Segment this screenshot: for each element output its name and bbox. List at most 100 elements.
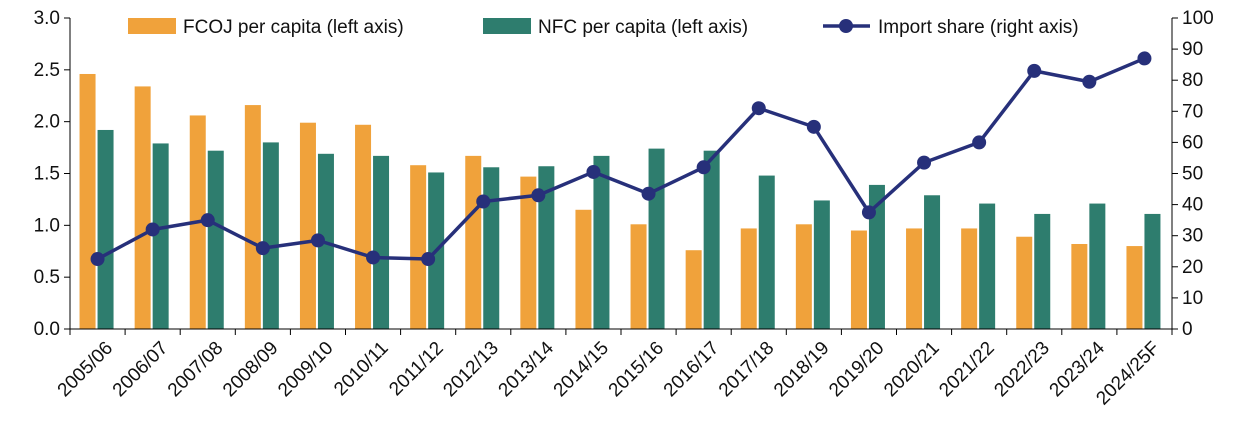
import-share-point	[972, 135, 987, 150]
x-tick-label: 2011/12	[385, 338, 447, 400]
right-tick-label: 70	[1182, 101, 1203, 122]
x-tick-label: 2015/16	[605, 338, 668, 401]
bar-fcoj	[740, 228, 757, 329]
right-tick-label: 10	[1182, 288, 1203, 309]
legend: FCOJ per capita (left axis) NFC per capit…	[128, 17, 1079, 38]
x-tick-label: 2013/14	[495, 337, 559, 401]
right-tick-label: 0	[1182, 319, 1193, 340]
bar-fcoj	[410, 165, 427, 329]
import-share-point	[90, 252, 105, 267]
bar-nfc	[373, 155, 390, 329]
import-share-point	[696, 160, 711, 175]
line-layer	[90, 51, 1152, 267]
right-tick-label: 100	[1182, 8, 1214, 29]
legend-label-import: Import share (right axis)	[878, 17, 1079, 38]
legend-marker-import	[839, 19, 853, 33]
bar-fcoj	[520, 176, 537, 329]
import-share-point	[1082, 74, 1097, 89]
legend-swatch-nfc	[483, 18, 531, 34]
bar-nfc	[813, 200, 830, 329]
bar-fcoj	[850, 230, 867, 329]
right-tick-label: 80	[1182, 70, 1203, 91]
import-share-point	[476, 194, 491, 209]
x-tick-label: 2020/21	[880, 338, 943, 401]
import-share-point	[366, 250, 381, 265]
right-tick-label: 30	[1182, 226, 1203, 247]
bar-fcoj	[299, 122, 316, 329]
right-tick-label: 60	[1182, 132, 1203, 153]
bar-nfc	[152, 143, 169, 329]
import-share-point	[641, 186, 656, 201]
right-tick-label: 50	[1182, 164, 1203, 185]
import-share-point	[310, 233, 325, 248]
bar-fcoj	[575, 209, 592, 329]
bar-fcoj	[1071, 243, 1088, 329]
bar-fcoj	[79, 73, 96, 329]
bar-nfc	[483, 167, 500, 329]
import-share-point	[255, 241, 270, 256]
import-share-point	[1137, 51, 1152, 66]
bars-layer	[79, 73, 1161, 330]
bar-fcoj	[1016, 236, 1033, 329]
left-tick-label: 1.0	[34, 215, 60, 236]
import-share-point	[421, 252, 436, 267]
bar-fcoj	[1126, 246, 1143, 329]
bar-fcoj	[961, 228, 978, 329]
import-share-point	[806, 119, 821, 134]
bar-nfc	[758, 175, 775, 329]
x-tick-label: 2006/07	[109, 338, 172, 401]
x-tick-label: 2022/23	[990, 338, 1053, 401]
bar-nfc	[538, 166, 555, 329]
bar-fcoj	[465, 155, 482, 329]
bar-nfc	[868, 184, 885, 329]
import-share-point	[145, 222, 160, 237]
bar-fcoj	[244, 105, 261, 329]
left-tick-label: 1.5	[34, 164, 60, 185]
import-share-point	[1027, 63, 1042, 78]
x-tick-label: 2007/08	[164, 338, 227, 401]
left-tick-label: 0.0	[34, 319, 60, 340]
left-tick-label: 2.5	[34, 60, 60, 81]
x-tick-label: 2012/13	[439, 338, 502, 401]
legend-label-fcoj: FCOJ per capita (left axis)	[183, 17, 404, 38]
bar-nfc	[207, 150, 224, 329]
right-tick-label: 20	[1182, 257, 1203, 278]
right-tick-label: 40	[1182, 195, 1203, 216]
x-tick-label: 2018/19	[770, 338, 833, 401]
bar-fcoj	[630, 224, 647, 329]
import-share-line	[96, 56, 1146, 261]
bar-nfc	[1144, 213, 1161, 329]
import-share-point	[751, 101, 766, 116]
x-tick-label: 2017/18	[715, 338, 778, 401]
x-tick-label: 2019/20	[825, 338, 888, 401]
x-tick-label: 2009/10	[274, 338, 337, 401]
x-tick-label: 2016/17	[660, 338, 723, 401]
import-share-point	[586, 164, 601, 179]
import-share-point	[917, 155, 932, 170]
left-tick-label: 0.5	[34, 267, 60, 288]
legend-label-nfc: NFC per capita (left axis)	[538, 17, 748, 38]
import-share-point	[861, 205, 876, 220]
import-share-point	[531, 188, 546, 203]
bar-nfc	[593, 155, 610, 329]
bar-nfc	[924, 195, 941, 329]
left-tick-label: 2.0	[34, 112, 60, 133]
bar-nfc	[703, 150, 720, 329]
x-tick-label: 2010/11	[330, 338, 392, 400]
import-share-point	[200, 213, 215, 228]
x-tick-label: 2014/15	[550, 338, 613, 401]
bar-nfc	[1034, 213, 1051, 329]
x-tick-label: 2008/09	[219, 338, 282, 401]
bar-fcoj	[685, 250, 702, 329]
bar-fcoj	[906, 228, 923, 329]
bar-fcoj	[795, 224, 812, 329]
bar-nfc	[262, 142, 279, 329]
bar-nfc	[979, 203, 996, 329]
x-tick-label: 2021/22	[935, 338, 998, 401]
legend-swatch-fcoj	[128, 18, 176, 34]
left-tick-label: 3.0	[34, 8, 60, 29]
bar-nfc	[97, 129, 114, 329]
bar-fcoj	[355, 124, 372, 329]
bar-nfc	[648, 148, 665, 329]
